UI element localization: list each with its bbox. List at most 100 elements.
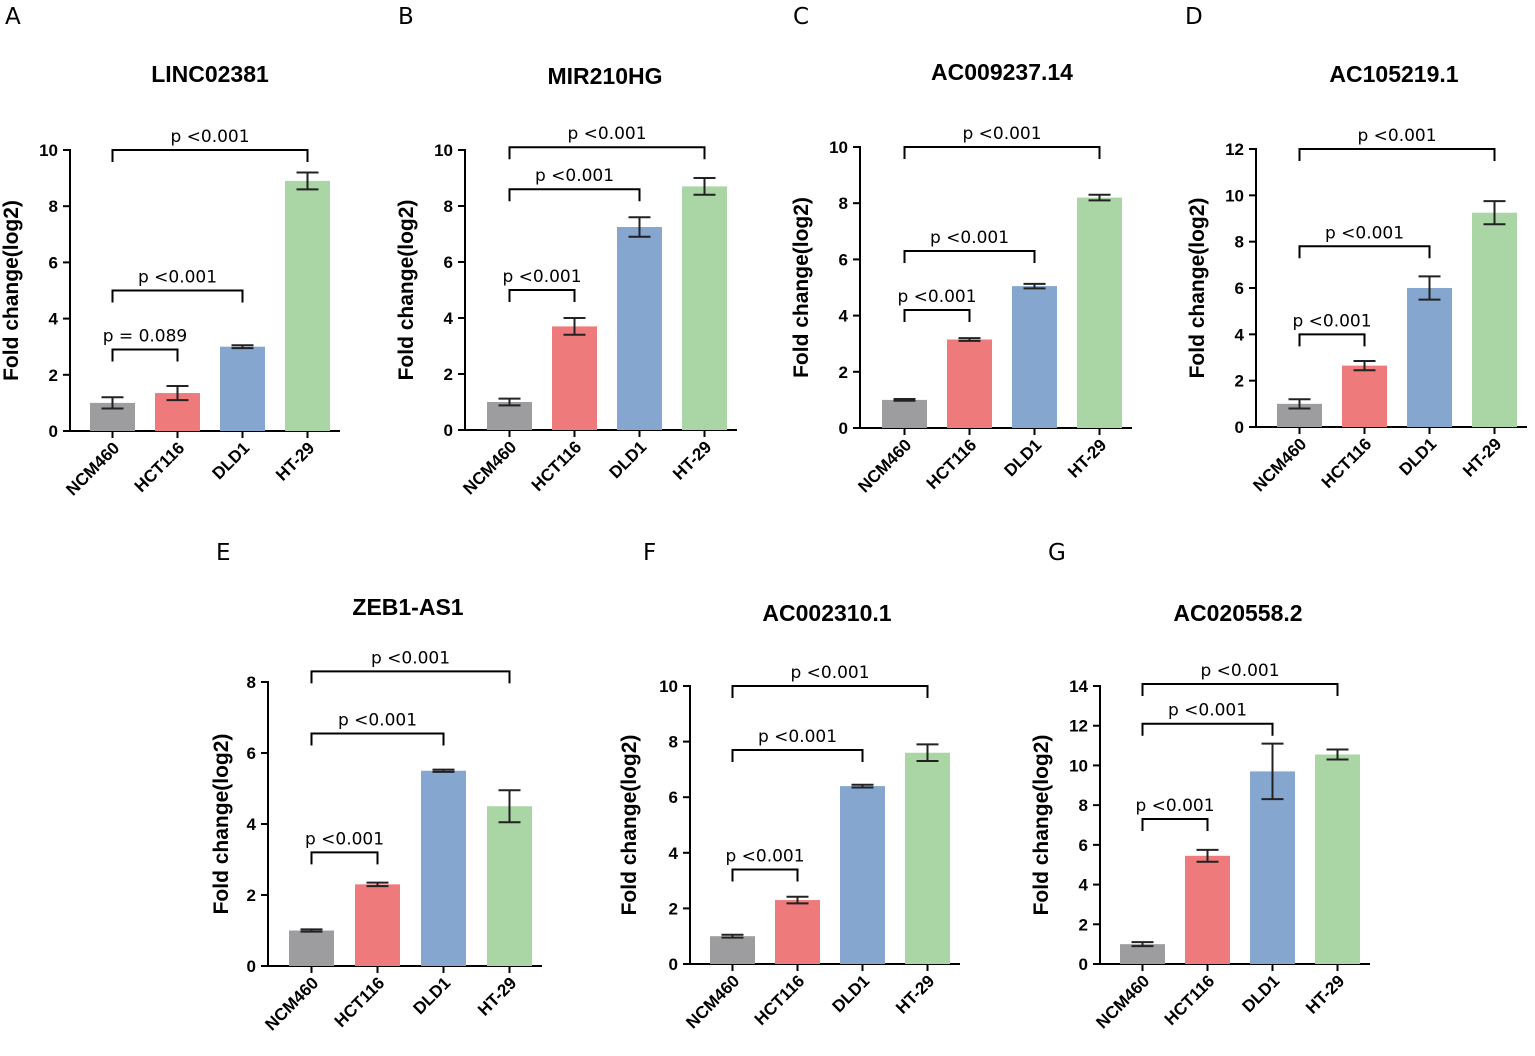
p-value-label: p <0.001 (758, 727, 837, 747)
x-tick-label: HT-29 (1459, 434, 1505, 480)
y-tick-label: 6 (444, 253, 453, 272)
y-tick-label: 10 (434, 141, 453, 160)
significance-bracket (1141, 683, 1339, 697)
panel-letter: G (1048, 540, 1066, 566)
x-tick-label: HCT116 (1318, 434, 1376, 492)
x-tick-label: DLD1 (605, 437, 650, 482)
y-tick-label: 6 (669, 788, 678, 807)
significance-bracket (508, 146, 706, 160)
bar-dld1 (1407, 288, 1452, 427)
y-tick-label: 4 (49, 310, 59, 329)
p-value-label: p <0.001 (962, 124, 1041, 144)
y-tick-label: 4 (1235, 325, 1245, 344)
p-value-label: p <0.001 (371, 648, 450, 668)
p-value-label: p <0.001 (930, 228, 1009, 248)
y-tick-label: 4 (444, 309, 454, 328)
x-tick-label: NCM460 (62, 438, 123, 499)
bar-hct116 (775, 900, 820, 964)
y-tick-label: 2 (444, 365, 453, 384)
p-value-label: p <0.001 (1200, 661, 1279, 681)
y-tick-label: 6 (1235, 279, 1244, 298)
y-axis-label: Fold change(log2) (395, 200, 418, 381)
y-tick-label: 4 (839, 307, 849, 326)
panel-f: F AC002310.1 Fold change(log2) 0 2 4 6 8 10 NCM46… (618, 540, 960, 1032)
panel-letter: A (5, 4, 21, 30)
bar-ht-29 (1077, 197, 1122, 428)
y-tick-label: 0 (247, 957, 256, 976)
bar-ncm460 (1277, 403, 1322, 427)
y-tick-label: 0 (669, 955, 678, 974)
chart-title: AC002310.1 (762, 600, 891, 626)
p-value-label: p <0.001 (502, 267, 581, 287)
significance-bracket (1141, 722, 1274, 736)
bar-dld1 (840, 786, 885, 964)
y-tick-label: 2 (49, 366, 58, 385)
y-tick-label: 8 (1235, 233, 1244, 252)
significance-bracket (508, 188, 641, 202)
y-tick-label: 10 (1225, 186, 1244, 205)
p-value-label: p <0.001 (790, 663, 869, 683)
chart-title: AC105219.1 (1329, 61, 1458, 87)
y-tick-label: 2 (1235, 372, 1244, 391)
p-value-label: p <0.001 (1357, 126, 1436, 146)
y-tick-label: 8 (49, 197, 58, 216)
significance-bracket (1298, 148, 1496, 161)
y-axis-label: Fold change(log2) (210, 734, 233, 915)
p-value-label: p <0.001 (338, 710, 417, 730)
y-axis-label: Fold change(log2) (618, 735, 641, 916)
x-tick-label: DLD1 (208, 438, 253, 483)
bar-dld1 (1250, 771, 1295, 964)
bar-hct116 (1185, 855, 1230, 964)
x-tick-label: HT-29 (669, 437, 715, 483)
x-tick-label: DLD1 (1000, 435, 1045, 480)
y-tick-label: 10 (829, 138, 848, 157)
significance-bracket (903, 308, 971, 322)
p-value-label: p <0.001 (567, 124, 646, 144)
x-tick-label: HCT116 (131, 438, 189, 496)
p-value-label: p <0.001 (170, 127, 249, 147)
x-tick-label: DLD1 (409, 973, 454, 1018)
x-tick-label: HT-29 (1064, 435, 1110, 481)
panel-c: C AC009237.14 Fold change(log2) 0 2 4 6 8 10 NCM4… (790, 4, 1132, 496)
x-tick-label: HT-29 (272, 438, 318, 484)
x-tick-label: DLD1 (828, 971, 873, 1016)
y-tick-label: 6 (247, 744, 256, 763)
x-tick-label: HCT116 (1161, 971, 1219, 1029)
panel-g: G AC020558.2 Fold change(log2) 0 2 4 6 8 10 12 14 N… (1030, 540, 1370, 1032)
y-tick-label: 2 (1079, 915, 1088, 934)
significance-bracket (731, 868, 799, 882)
significance-bracket (310, 732, 445, 746)
y-tick-label: 0 (49, 422, 58, 441)
p-value-label: p <0.001 (1325, 223, 1404, 243)
panel-e: E ZEB1-AS1 Fold change(log2) 0 2 4 6 8 NCM460 HCT… (210, 540, 542, 1034)
significance-bracket (111, 149, 309, 162)
significance-bracket (111, 289, 244, 303)
chart-title: ZEB1-AS1 (352, 594, 463, 620)
bar-ht-29 (905, 752, 950, 964)
significance-bracket (111, 348, 179, 362)
bar-dld1 (617, 227, 662, 430)
bar-dld1 (1012, 286, 1057, 428)
y-tick-label: 8 (247, 673, 256, 692)
bar-ht-29 (1315, 754, 1360, 964)
bar-ncm460 (487, 402, 532, 430)
y-tick-label: 2 (247, 886, 256, 905)
x-tick-label: HCT116 (923, 435, 981, 493)
x-tick-label: NCM460 (459, 437, 520, 498)
bar-dld1 (220, 346, 265, 431)
y-tick-label: 4 (247, 815, 257, 834)
x-tick-label: NCM460 (261, 973, 322, 1034)
x-tick-label: NCM460 (854, 435, 915, 496)
panel-letter: C (793, 4, 809, 30)
panel-letter: D (1185, 4, 1203, 30)
bar-ncm460 (882, 399, 927, 428)
y-tick-label: 2 (839, 363, 848, 382)
panel-a: A LINC02381 Fold change(log2) 0 2 4 6 8 10 NCM460… (0, 4, 340, 499)
significance-bracket (903, 249, 1036, 263)
panel-letter: B (398, 4, 414, 30)
y-axis-label: Fold change(log2) (1186, 198, 1209, 379)
bar-ht-29 (285, 180, 330, 431)
significance-bracket (1298, 333, 1366, 347)
